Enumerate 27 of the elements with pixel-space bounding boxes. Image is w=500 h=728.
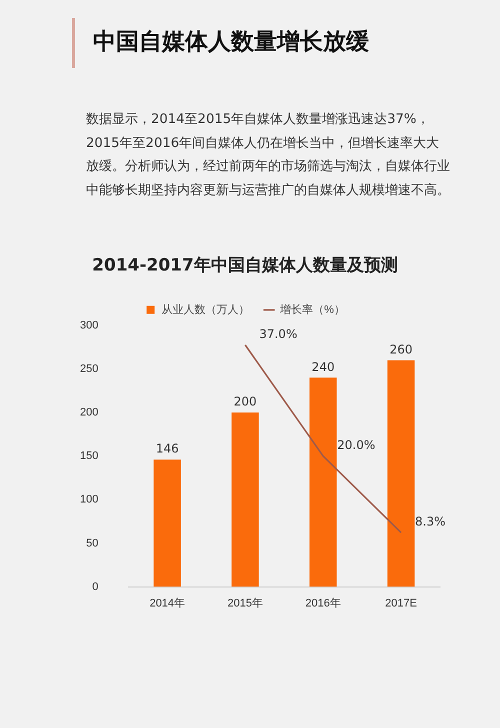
legend-label: 增长率（%） (279, 302, 345, 316)
bar (310, 378, 337, 587)
chart-title: 2014-2017年中国自媒体人数量及预测 (92, 256, 398, 276)
y-tick-label: 50 (86, 537, 98, 550)
y-tick-label: 100 (80, 494, 98, 506)
y-tick-label: 0 (92, 580, 98, 593)
y-tick-label: 300 (80, 319, 98, 332)
data-label: 200 (234, 394, 257, 409)
x-tick-label: 2015年 (227, 597, 263, 610)
legend-label: 从业人数（万人） (162, 302, 250, 316)
data-label: 20.0% (337, 438, 376, 452)
bar (387, 360, 415, 587)
data-label: 260 (390, 342, 412, 356)
x-tick-label: 2014年 (150, 597, 186, 610)
bar (154, 460, 181, 587)
data-label: 37.0% (259, 327, 298, 342)
y-tick-label: 150 (80, 450, 98, 462)
data-label: 8.3% (415, 514, 446, 529)
data-label: 240 (312, 360, 335, 374)
y-tick-label: 200 (80, 406, 98, 419)
y-tick-label: 250 (80, 363, 98, 375)
text: 中国自媒体人数量增长放缓 (93, 28, 369, 57)
bar (232, 412, 259, 587)
x-tick-label: 2017E (385, 597, 417, 610)
x-tick-label: 2016年 (305, 597, 341, 610)
data-label: 146 (156, 442, 179, 456)
text: 数据显示，2014至2015年自媒体人数量增涨迅速达37%，2015年至2016年间自媒体人仍在增长当中，但增长速率大大放缓。分析师认为，经过前两年的市场筛选与淘汰，自媒体行业中能够长期坚持内容更新与运营推广的自媒体人规模增速不高。 (86, 111, 450, 200)
